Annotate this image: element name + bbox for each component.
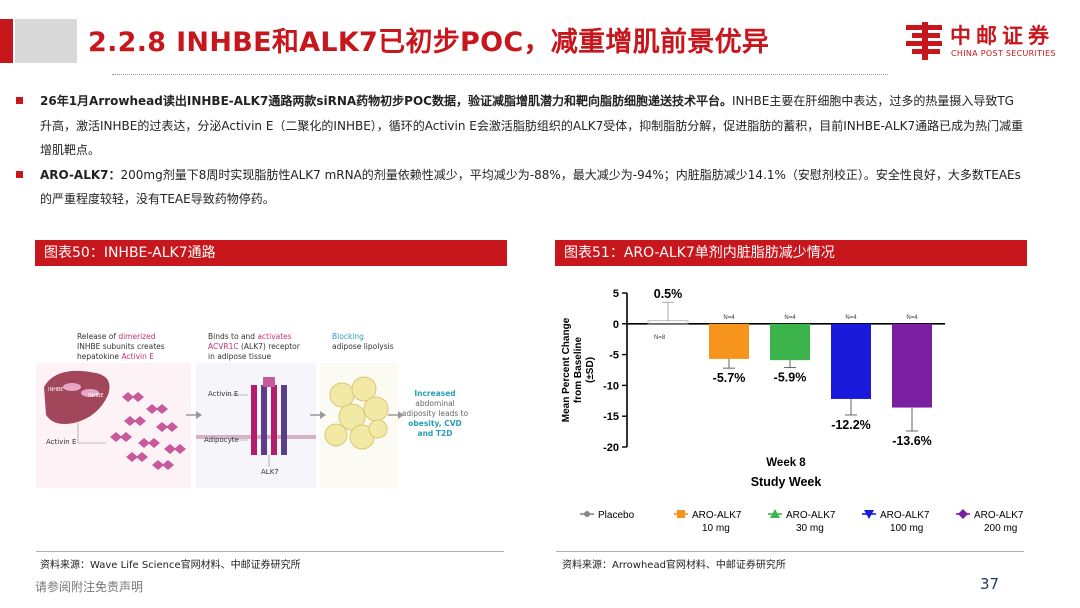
activin-e-label: Activin E: [46, 438, 77, 446]
header-divider: [112, 74, 888, 75]
alk7-label: ALK7: [261, 468, 279, 476]
pathway-illustration: [36, 363, 404, 488]
legend-sublabel: 10 mg: [702, 523, 730, 534]
y-tick-label: -5: [609, 350, 619, 362]
legend-marker-triangle: [770, 509, 780, 518]
y-tick-label: -10: [603, 380, 619, 392]
disclaimer-note: 请参阅附注免责声明: [35, 580, 144, 594]
adipocyte-cluster-icon: [324, 376, 389, 450]
figure50-title-bar: 图表50：INHBE-ALK7通路: [35, 240, 507, 266]
activin-e-receptor-label: Activin E: [208, 390, 239, 398]
bullet-bold-text: 26年1月Arrowhead读出INHBE-ALK7通路两款siRNA药物初步P…: [40, 94, 732, 108]
figure50-source-divider: [36, 551, 504, 552]
legend-marker-triangle-down: [864, 510, 874, 519]
y-tick-label: 5: [613, 288, 619, 300]
legend-sublabel: 200 mg: [984, 523, 1017, 534]
diagram-step4-text: Increased abdominal adiposity leads to o…: [401, 389, 469, 438]
y-tick-label: 0: [613, 319, 619, 331]
inhbe-alk7-pathway-diagram: Release of dimerized INHBE subunits crea…: [36, 325, 476, 493]
figure51-title-bar: 图表51：ARO-ALK7单剂内脏脂肪减少情况: [555, 240, 1027, 266]
legend-label: ARO-ALK7: [692, 510, 742, 521]
bar-aro-alk7-30-mg: [770, 323, 810, 361]
bar-aro-alk7-100-mg: [831, 323, 871, 399]
figure50-source: 资料来源：Wave Life Science官网材料、中邮证券研究所: [40, 560, 301, 571]
n-label: N=4: [845, 315, 857, 321]
x-axis-label: Study Week: [751, 475, 822, 489]
figure51-source-divider: [556, 551, 1024, 552]
bullet-text: INHBE主要在肝细胞中表达，过多的热量摄入导致TG升高，激活INHBE的过表达…: [40, 94, 1024, 157]
n-label: N=4: [906, 315, 918, 321]
diagram-step3-text: Blocking adipose lipolysis: [332, 332, 394, 351]
y-axis-label: Mean Percent Changefrom Baseline(±SD): [561, 317, 596, 422]
title-accent-block: [15, 19, 77, 63]
legend-sublabel: 100 mg: [890, 523, 923, 534]
y-tick-label: -15: [603, 411, 619, 423]
data-label: -5.7%: [713, 371, 746, 385]
logo-chinese-name: 中邮证券: [950, 24, 1054, 48]
bullet-bold-text: ARO-ALK7：: [40, 167, 121, 182]
figure51-source: 资料来源：Arrowhead官网材料、中邮证券研究所: [562, 560, 786, 571]
legend-label: ARO-ALK7: [786, 510, 836, 521]
bullet-item-aro-alk7: ARO-ALK7：200mg剂量下8周时实现脂肪性ALK7 mRNA的剂量依赖性…: [14, 163, 1024, 212]
legend-label: ARO-ALK7: [880, 510, 930, 521]
data-label: -12.2%: [831, 418, 871, 432]
page-number: 37: [980, 575, 1000, 593]
legend-marker-diamond: [958, 509, 968, 519]
liver-icon: [44, 370, 110, 424]
liver-inhbe-label: INHBE: [48, 387, 64, 393]
legend-marker-square: [677, 510, 685, 518]
legend-marker-circle: [584, 511, 590, 517]
title-accent-bar: [0, 19, 13, 63]
bullet-text: 200mg剂量下8周时实现脂肪性ALK7 mRNA的剂量依赖性减少，平均减少为-…: [40, 167, 1021, 207]
diagram-step2-text: Binds to and activates ACVR1C (ALK7) rec…: [208, 332, 300, 361]
data-label: -13.6%: [892, 434, 932, 448]
legend-label: Placebo: [598, 510, 635, 521]
alk7-receptor-icon: [251, 377, 287, 455]
data-label: -5.9%: [774, 371, 807, 385]
n-label: N=8: [654, 335, 666, 341]
legend-sublabel: 30 mg: [796, 523, 824, 534]
bar-aro-alk7-200-mg: [892, 323, 932, 408]
legend-label: ARO-ALK7: [974, 510, 1024, 521]
diagram-step1-text: Release of dimerized INHBE subunits crea…: [77, 332, 165, 361]
visceral-fat-bar-chart: 5 0 -5 -10 -15 -20 Mean Percent Changefrom Bas…: [561, 287, 1024, 534]
y-tick-label: -20: [603, 442, 619, 454]
bar-aro-alk7-10-mg: [709, 323, 749, 359]
liver-inhbe-label: INHBE: [88, 393, 104, 399]
china-post-logo-icon: [906, 22, 942, 60]
bullet-list: 26年1月Arrowhead读出INHBE-ALK7通路两款siRNA药物初步P…: [14, 89, 1024, 212]
activin-e-cluster-icon: [110, 392, 186, 470]
adipocyte-label: Adipocyte: [204, 436, 239, 444]
x-category-label: Week 8: [766, 457, 806, 469]
bullet-item-inhbe: 26年1月Arrowhead读出INHBE-ALK7通路两款siRNA药物初步P…: [14, 89, 1024, 163]
page-title: 2.2.8 INHBE和ALK7已初步POC，减重增肌前景优异: [88, 27, 770, 58]
n-label: N=4: [784, 315, 796, 321]
n-label: N=4: [723, 315, 735, 321]
logo-english-name: CHINA POST SECURITIES: [951, 49, 1056, 58]
data-label: 0.5%: [654, 287, 683, 301]
